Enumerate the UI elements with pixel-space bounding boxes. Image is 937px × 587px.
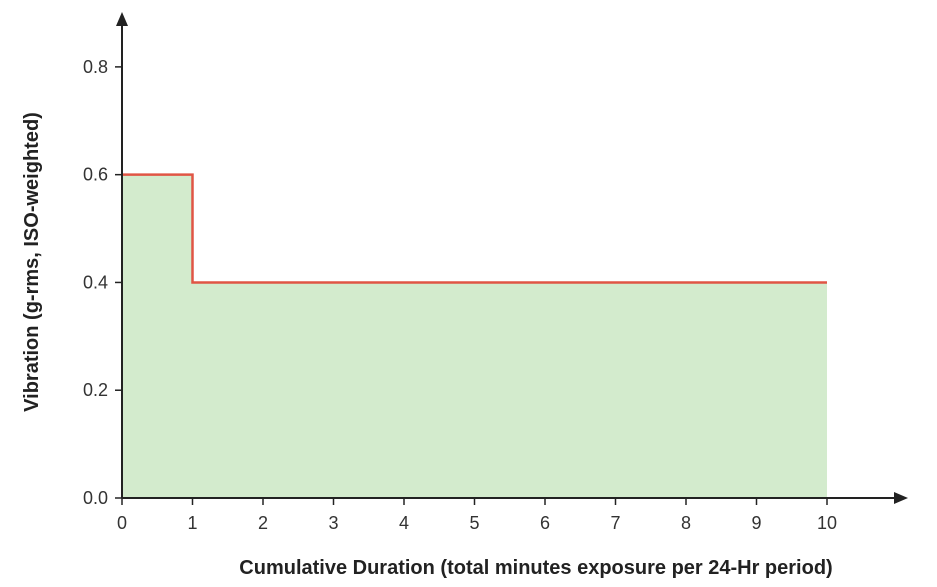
y-tick-label: 0.2 — [83, 380, 108, 400]
x-tick-label: 9 — [751, 513, 761, 533]
y-tick-label: 0.8 — [83, 57, 108, 77]
y-tick-label: 0.0 — [83, 488, 108, 508]
x-axis-label: Cumulative Duration (total minutes expos… — [239, 557, 832, 579]
x-tick-label: 8 — [681, 513, 691, 533]
x-tick-label: 0 — [117, 513, 127, 533]
x-tick-label: 5 — [469, 513, 479, 533]
x-tick-label: 6 — [540, 513, 550, 533]
x-tick-label: 4 — [399, 513, 409, 533]
y-axis-arrowhead — [116, 12, 128, 26]
y-axis-label: Vibration (g-rms, ISO-weighted) — [21, 112, 43, 412]
series-0-area — [122, 174, 827, 498]
x-axis-arrowhead — [894, 492, 908, 504]
x-tick-label: 7 — [610, 513, 620, 533]
series-0-line — [122, 173, 827, 284]
y-tick-label: 0.6 — [83, 165, 108, 185]
x-tick-label: 1 — [187, 513, 197, 533]
x-tick-label: 10 — [817, 513, 837, 533]
y-tick-label: 0.4 — [83, 272, 108, 292]
x-tick-label: 3 — [328, 513, 338, 533]
x-tick-label: 2 — [258, 513, 268, 533]
